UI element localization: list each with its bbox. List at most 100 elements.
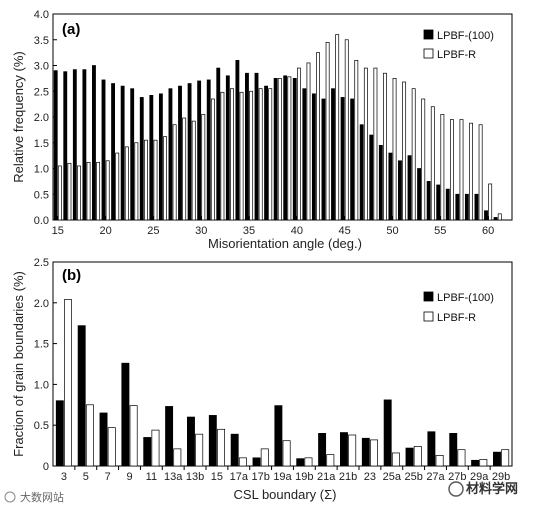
panel-b-x-tick-label: 13b [186,471,204,483]
panel-b-bar-lpbf-r-29b [501,449,510,467]
panel-a-bar-lpbf-100-45 [340,97,345,221]
panel-a-y-tick-label: 1.5 [34,138,49,150]
panel-a-bar-lpbf-100-17 [72,69,77,221]
panel-b-bar-lpbf-r-3 [64,299,72,467]
panel-a-bar-lpbf-r-44 [335,34,340,221]
panel-a-bar-lpbf-r-23 [134,142,139,221]
panel-a-legend-swatch-lpbf-100 [423,29,434,40]
panel-b-bar-lpbf-100-5 [77,325,86,467]
panel-b-x-tick-label: 19b [295,471,313,483]
panel-b-bar-lpbf-100-17b [252,457,261,467]
panel-b-y-tick-label: 0.5 [34,420,49,432]
panel-a-legend-label-lpbf-r: LPBF-R [437,49,476,61]
panel-b-bar-lpbf-100-23 [361,437,370,467]
panel-a-bar-lpbf-r-40 [296,67,301,221]
panel-b-x-tick-label: 17b [251,471,269,483]
watermark-right-text: 材料学网 [466,481,518,497]
panel-b-bar-lpbf-r-13b [195,433,204,467]
panel-a-bar-lpbf-100-47 [359,124,364,221]
panel-a-bar-lpbf-r-52 [411,88,416,221]
panel-a-tick-labels: 0.0 0.5 1.0 1.5 2.0 2.5 3.0 3.5 4.0 15 20 25 30 35 40 4… [34,9,495,237]
panel-a-x-tick-label: 15 [52,225,64,237]
panel-b-bar-lpbf-100-9 [121,362,130,467]
panel-b-bar-lpbf-100-29b [493,451,501,467]
panel-a-bar-lpbf-r-31 [210,98,215,221]
panel-a-bar-lpbf-100-23 [130,88,135,221]
panel-b-bar-lpbf-r-23 [370,439,378,467]
panel-a-bar-lpbf-r-56 [449,119,454,221]
panel-a-x-tick-label: 30 [195,225,207,237]
panel-b-bar-lpbf-r-13a [173,448,182,467]
panel-b-bar-lpbf-100-25a [383,399,392,467]
panel-a-x-tick-label: 50 [386,225,398,237]
panel-b-x-tick-label: 19a [273,471,292,483]
panel-b-plot-frame [52,261,513,467]
panel-b-bar-lpbf-r-15 [217,428,225,467]
panel-a-bar-lpbf-r-39 [287,76,292,221]
panel-a-bar-lpbf-100-61 [493,217,498,221]
panel-a-bar-lpbf-100-42 [311,93,316,221]
panel-b-bar-lpbf-r-5 [85,404,94,467]
panel-b-bar-lpbf-100-7 [99,412,108,467]
panel-a-x-tick-label: 20 [99,225,111,237]
panel-a-bar-lpbf-100-31 [206,79,211,221]
panel-a-x-tick-label: 25 [147,225,159,237]
panel-a-bar-lpbf-100-44 [331,88,335,221]
panel-b-x-tick-label: 17a [230,471,249,483]
panel-a-legend: LPBF-(100) LPBF-R [423,29,494,61]
panel-a-bar-lpbf-r-33 [230,88,234,221]
panel-b-x-tick-label: 11 [146,471,157,483]
panel-b-bar-lpbf-100-17a [230,433,239,467]
panel-b-bar-lpbf-r-11 [151,429,160,467]
panel-a-bar-lpbf-r-47 [363,67,368,221]
panel-a-bar-lpbf-r-37 [268,88,273,221]
panel-a-bar-lpbf-100-26 [158,93,163,221]
panel-b-bar-lpbf-r-17a [238,457,247,467]
panel-a-bar-lpbf-100-32 [216,67,221,221]
panel-a-bar-lpbf-r-54 [430,106,435,221]
panel-a-bar-lpbf-r-60 [488,183,493,221]
panel-b-bar-lpbf-100-3 [55,400,64,467]
panel-b-x-tick-label: 9 [126,471,132,483]
panel-a-bar-lpbf-100-19 [92,65,96,221]
panel-a-bar-lpbf-100-22 [120,85,125,221]
panel-b-bar-lpbf-r-25a [391,452,400,467]
panel-a-bar-lpbf-100-55 [436,184,441,221]
panel-a-bar-lpbf-100-49 [378,144,383,221]
panel-a-bar-lpbf-100-54 [426,181,431,221]
panel-a-y-tick-label: 3.5 [34,35,49,47]
panel-a-y-tick-label: 0.5 [34,189,49,201]
panel-b-bars [55,299,510,467]
panel-a-x-tick-label: 45 [339,225,351,237]
panel-b-bar-lpbf-100-19a [274,405,283,467]
panel-b-x-tick-label: 21b [339,471,357,483]
panel-a-bar-lpbf-r-43 [325,41,330,221]
panel-b-y-tick-label: 1.5 [34,339,49,351]
panel-b-x-tick-label: 5 [83,471,89,483]
panel-a-bar-lpbf-r-18 [86,161,91,221]
panel-b-x-tick-label: 25a [383,471,402,483]
panel-a-x-axis-label: Misorientation angle (deg.) [208,236,362,251]
panel-a-bar-lpbf-100-25 [149,95,154,221]
panel-b-legend-swatch-lpbf-100 [423,291,434,302]
panel-b-x-tick-label: 27a [426,471,445,483]
panel-b-legend: LPBF-(100) LPBF-R [423,291,494,324]
panel-b-legend-label-lpbf-r: LPBF-R [437,312,476,324]
panel-b-x-tick-label: 29b [492,471,510,483]
panel-a-bar-lpbf-r-25 [153,139,158,221]
panel-b-bar-lpbf-r-27b [457,449,466,467]
panel-a-bar-lpbf-100-29 [187,83,192,221]
panel-b-bar-lpbf-r-7 [107,427,116,467]
panel-a-bar-lpbf-r-45 [344,39,349,221]
panel-a-bar-lpbf-r-24 [143,139,148,221]
panel-a-bar-lpbf-100-51 [398,160,402,221]
panel-b-bar-lpbf-100-21b [340,432,348,467]
panel-a-bar-lpbf-r-38 [277,78,282,221]
watermark-left-text: 大数网站 [20,490,64,504]
panel-a-bar-lpbf-100-43 [321,98,326,221]
panel-a-bar-lpbf-r-16 [67,163,72,221]
panel-a-bar-lpbf-r-15 [57,165,62,221]
panel-a-bars [53,34,502,221]
panel-b-y-tick-label: 1.0 [34,379,49,391]
panel-a-bar-lpbf-100-46 [350,98,355,221]
